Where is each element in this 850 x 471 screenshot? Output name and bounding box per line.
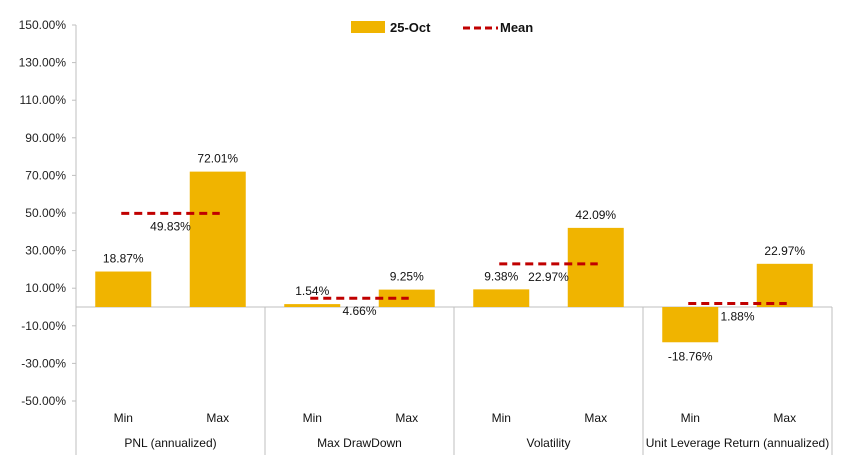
category-label: Min [114, 411, 133, 425]
bar [95, 271, 152, 307]
y-tick-label: 110.00% [20, 93, 67, 107]
group-label: Unit Leverage Return (annualized) [646, 436, 829, 450]
group-label: Volatility [526, 436, 570, 450]
mean-lines [121, 211, 787, 305]
mean-value-label: 22.97% [528, 270, 569, 284]
bar-value-label: -18.76% [668, 349, 713, 363]
bar-value-label: 9.38% [484, 269, 518, 283]
bar [567, 227, 624, 307]
axes [75, 25, 833, 455]
bar [473, 289, 530, 307]
bar [662, 307, 719, 343]
y-axis-ticks: 150.00% 130.00% 110.00% 90.00% 70.00% 50.00% 3… [19, 18, 76, 408]
category-label: Max [395, 411, 418, 425]
y-tick-label: 150.00% [19, 18, 67, 32]
legend-mean-label: Mean [500, 20, 533, 35]
y-tick-label: 70.00% [25, 168, 66, 182]
legend-bar-swatch [351, 21, 385, 33]
bar-value-label: 18.87% [103, 252, 144, 266]
category-labels: Min Max PNL (annualized) Min Max Max DrawDown… [114, 411, 830, 450]
bar-value-label: 22.97% [764, 244, 805, 258]
y-tick-label: 50.00% [25, 206, 66, 220]
bars [95, 171, 813, 343]
bar [756, 263, 813, 307]
mean-value-label: 1.88% [720, 309, 754, 323]
y-tick-label: -30.00% [21, 356, 66, 370]
category-label: Max [773, 411, 796, 425]
bar-value-label: 1.54% [295, 284, 329, 298]
data-labels: 18.87% 72.01% 49.83% 1.54% 9.25% 4.66% 9.38% 42… [103, 152, 806, 364]
y-tick-label: 130.00% [19, 56, 67, 70]
legend: 25-Oct Mean [351, 20, 533, 35]
y-tick-label: -50.00% [21, 394, 66, 408]
group-label: Max DrawDown [317, 436, 402, 450]
category-label: Min [303, 411, 322, 425]
category-label: Max [206, 411, 229, 425]
bar-value-label: 9.25% [390, 270, 424, 284]
category-label: Min [492, 411, 511, 425]
y-tick-label: 90.00% [25, 131, 66, 145]
bar-value-label: 42.09% [575, 208, 616, 222]
category-label: Min [681, 411, 700, 425]
category-label: Max [584, 411, 607, 425]
y-tick-label: -10.00% [21, 319, 66, 333]
mean-value-label: 49.83% [150, 219, 191, 233]
y-tick-label: 10.00% [25, 281, 66, 295]
bar-value-label: 72.01% [197, 152, 238, 166]
group-label: PNL (annualized) [124, 436, 216, 450]
y-tick-label: 30.00% [25, 244, 66, 258]
mean-value-label: 4.66% [342, 304, 376, 318]
bar [284, 304, 341, 307]
bar [189, 171, 246, 307]
legend-bar-label: 25-Oct [390, 20, 431, 35]
